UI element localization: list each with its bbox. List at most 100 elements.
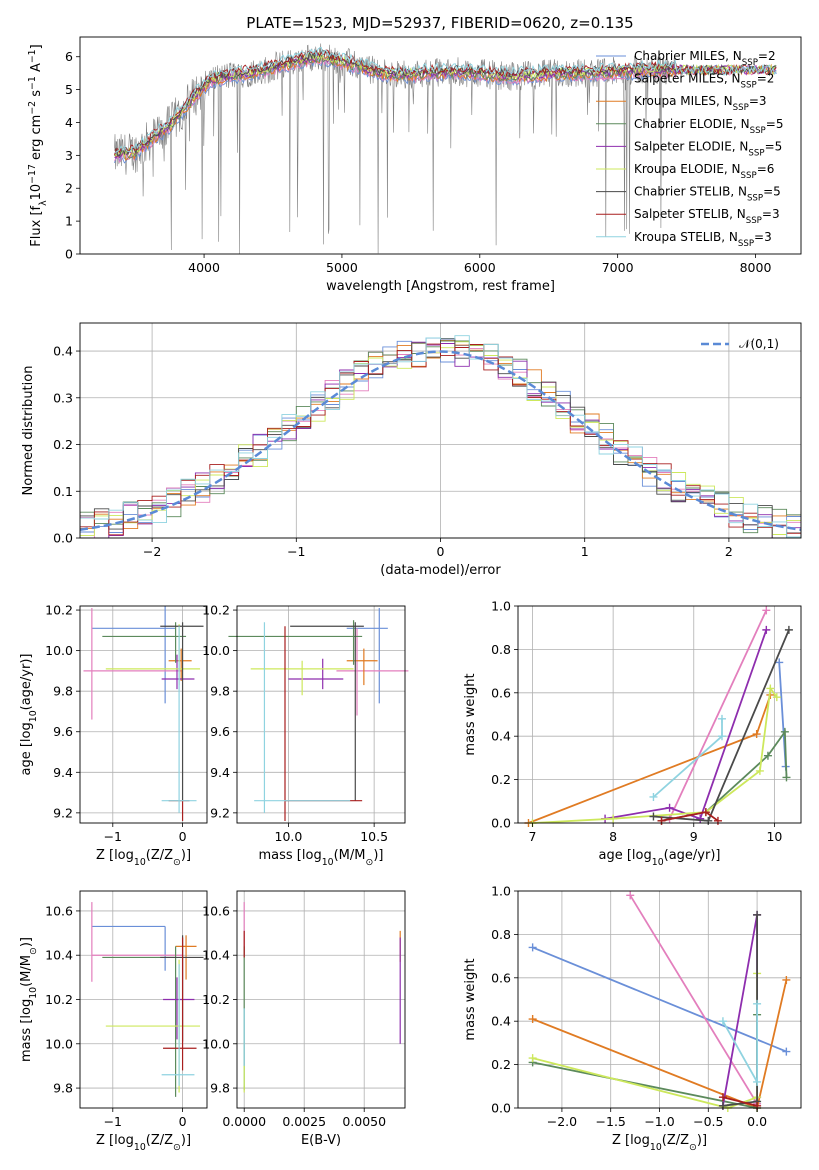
x-tick-label: 0.0 [747, 1114, 767, 1129]
y-tick-label: 0.1 [53, 484, 73, 499]
legend-entry: Kroupa ELODIE, NSSP=6 [634, 162, 774, 181]
model-spectrum-line [114, 46, 777, 154]
y-tick-label: 9.6 [53, 724, 73, 739]
y-tick-label: 0 [65, 247, 73, 262]
y-tick-label: 10.2 [45, 603, 73, 618]
weight-marker [649, 812, 658, 821]
data-point [105, 959, 201, 1093]
y-tick-label: 2 [65, 181, 73, 196]
weight-marker [784, 625, 793, 634]
x-tick-label: 7000 [602, 260, 634, 275]
weight-marker [657, 816, 666, 825]
y-tick-label: 9.8 [210, 1081, 230, 1096]
x-tick-label: 0.0025 [282, 1114, 326, 1129]
x-tick-label: −0.5 [693, 1114, 723, 1129]
weight-marker [766, 684, 775, 693]
axes-frame [79, 36, 802, 255]
weight-line [661, 729, 788, 822]
panel-residuals: −2 −1 0 1 2 0.0 0.1 0.2 0.3 0.4 (data-model)/error… [21, 322, 802, 578]
plot-area [114, 43, 777, 254]
y-tick-label: 0.4 [491, 1014, 511, 1029]
legend-entry: Salpeter ELODIE, NSSP=5 [634, 139, 782, 158]
x-axis-label: wavelength [Angstrom, rest frame] [326, 279, 555, 294]
plot-area [91, 902, 204, 1097]
weight-marker [718, 1017, 727, 1026]
weight-marker [701, 808, 710, 817]
chart-title: PLATE=1523, MJD=52937, FIBERID=0620, z=0… [246, 14, 633, 32]
data-point [91, 902, 183, 982]
weight-marker [782, 975, 791, 984]
plot-area [228, 608, 409, 821]
data-point [250, 660, 354, 696]
legend-entry: Chabrier STELIB, NSSP=5 [634, 185, 781, 204]
data-point [290, 622, 364, 801]
x-tick-label: 1 [581, 544, 589, 559]
weight-marker [696, 814, 705, 823]
data-point [168, 648, 192, 682]
legend-entry: Chabrier ELODIE, NSSP=5 [634, 117, 783, 136]
y-tick-label: 10.0 [45, 643, 73, 658]
x-tick-label: 8 [609, 829, 617, 844]
data-point [102, 622, 187, 663]
y-tick-label: 10.0 [45, 1036, 73, 1051]
y-tick-label: 6 [65, 49, 73, 64]
x-tick-label: 10 [766, 829, 782, 844]
y-tick-label: 0.4 [53, 344, 73, 359]
weight-line [722, 1096, 758, 1107]
y-tick-label: 10.2 [202, 603, 230, 618]
legend-entry: Kroupa STELIB, NSSP=3 [634, 230, 772, 249]
y-tick-label: 0.2 [491, 1057, 511, 1072]
weight-marker [753, 999, 762, 1008]
weight-line [604, 629, 768, 820]
x-tick-label: −1 [104, 829, 122, 844]
y-tick-label: 9.2 [53, 805, 73, 820]
axes-frame [517, 890, 802, 1109]
normal-curve [80, 350, 801, 532]
weight-marker [717, 714, 726, 723]
weight-marker [649, 792, 658, 801]
weight-marker [752, 730, 761, 739]
y-tick-label: 9.6 [210, 724, 230, 739]
x-tick-label: 0.0050 [342, 1114, 386, 1129]
weight-marker [718, 1101, 727, 1110]
data-point [91, 606, 176, 704]
x-tick-label: −1.0 [644, 1114, 674, 1129]
y-tick-label: 10.4 [45, 948, 73, 963]
residual-histogram [80, 335, 801, 538]
plot-area [80, 335, 801, 538]
weight-line [532, 686, 778, 824]
panel-mass-vs-Z: −1 0 9.8 10.0 10.2 10.4 10.6 Z [log10(Z/Z⊙)] mas… [19, 890, 208, 1153]
axes-frame [79, 322, 802, 539]
legend-entry: Salpeter MILES, NSSP=2 [634, 72, 774, 91]
x-tick-label: −2.0 [547, 1114, 577, 1129]
axes-frame [517, 605, 802, 824]
x-tick-label: 9 [690, 829, 698, 844]
weight-marker [780, 727, 789, 736]
weight-marker [753, 1077, 762, 1086]
weight-marker [755, 766, 764, 775]
data-point [284, 626, 363, 821]
y-tick-label: 1.0 [491, 599, 511, 614]
y-tick-label: 0.8 [491, 927, 511, 942]
y-tick-label: 0.0 [491, 1101, 511, 1116]
y-tick-label: 9.4 [210, 765, 230, 780]
x-tick-label: 10.5 [360, 829, 388, 844]
weight-line [532, 946, 787, 1053]
x-tick-label: 5000 [326, 260, 358, 275]
data-point [161, 964, 195, 1086]
weight-marker [717, 732, 726, 741]
data-point [346, 608, 388, 704]
data-point [160, 622, 204, 801]
data-point [83, 608, 183, 720]
data-point [336, 628, 409, 716]
y-tick-label: 4 [65, 115, 73, 130]
weight-marker [772, 693, 781, 702]
data-point [288, 658, 344, 690]
x-tick-label: 8000 [740, 260, 772, 275]
x-axis-label: age [log10(age/yr)] [599, 848, 721, 868]
weight-marker [704, 816, 713, 825]
data-point [105, 624, 201, 686]
weight-marker [718, 1093, 727, 1102]
y-tick-label: 0.8 [491, 642, 511, 657]
